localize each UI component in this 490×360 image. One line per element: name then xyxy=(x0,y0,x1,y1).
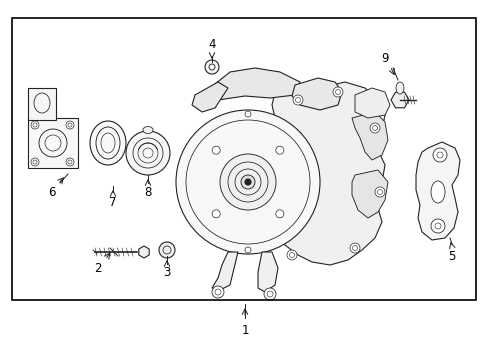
Circle shape xyxy=(31,121,39,129)
Polygon shape xyxy=(210,68,300,100)
Polygon shape xyxy=(416,142,460,240)
Ellipse shape xyxy=(143,126,153,134)
Text: 6: 6 xyxy=(48,185,56,198)
Circle shape xyxy=(66,158,74,166)
Circle shape xyxy=(220,154,276,210)
Text: 1: 1 xyxy=(241,324,249,337)
Polygon shape xyxy=(192,82,228,112)
Circle shape xyxy=(333,87,343,97)
Circle shape xyxy=(433,148,447,162)
Ellipse shape xyxy=(90,121,126,165)
Circle shape xyxy=(370,123,380,133)
Polygon shape xyxy=(352,170,388,218)
Text: 9: 9 xyxy=(381,51,389,64)
Circle shape xyxy=(293,95,303,105)
Polygon shape xyxy=(28,118,78,168)
Text: 2: 2 xyxy=(94,261,102,274)
Circle shape xyxy=(159,242,175,258)
Circle shape xyxy=(66,121,74,129)
Text: 7: 7 xyxy=(109,197,117,210)
Circle shape xyxy=(126,131,170,175)
Polygon shape xyxy=(258,252,278,292)
Circle shape xyxy=(264,288,276,300)
Circle shape xyxy=(245,247,251,253)
FancyBboxPatch shape xyxy=(28,88,56,120)
Circle shape xyxy=(375,187,385,197)
Polygon shape xyxy=(212,252,238,290)
Polygon shape xyxy=(355,88,390,118)
Circle shape xyxy=(245,179,251,185)
Text: 3: 3 xyxy=(163,266,171,279)
Circle shape xyxy=(212,210,220,218)
Text: 8: 8 xyxy=(145,185,152,198)
Circle shape xyxy=(245,111,251,117)
Circle shape xyxy=(176,110,320,254)
Text: 5: 5 xyxy=(448,249,456,262)
Text: 4: 4 xyxy=(208,37,216,50)
Polygon shape xyxy=(210,75,385,265)
Circle shape xyxy=(431,219,445,233)
Circle shape xyxy=(212,286,224,298)
Ellipse shape xyxy=(396,82,404,94)
Circle shape xyxy=(350,243,360,253)
Circle shape xyxy=(287,250,297,260)
Circle shape xyxy=(205,60,219,74)
Circle shape xyxy=(31,158,39,166)
Circle shape xyxy=(212,146,220,154)
Polygon shape xyxy=(352,112,388,160)
Circle shape xyxy=(276,210,284,218)
Ellipse shape xyxy=(431,181,445,203)
Bar xyxy=(12,18,476,300)
Circle shape xyxy=(359,94,377,112)
Polygon shape xyxy=(292,78,342,110)
Circle shape xyxy=(241,175,255,189)
Circle shape xyxy=(276,146,284,154)
